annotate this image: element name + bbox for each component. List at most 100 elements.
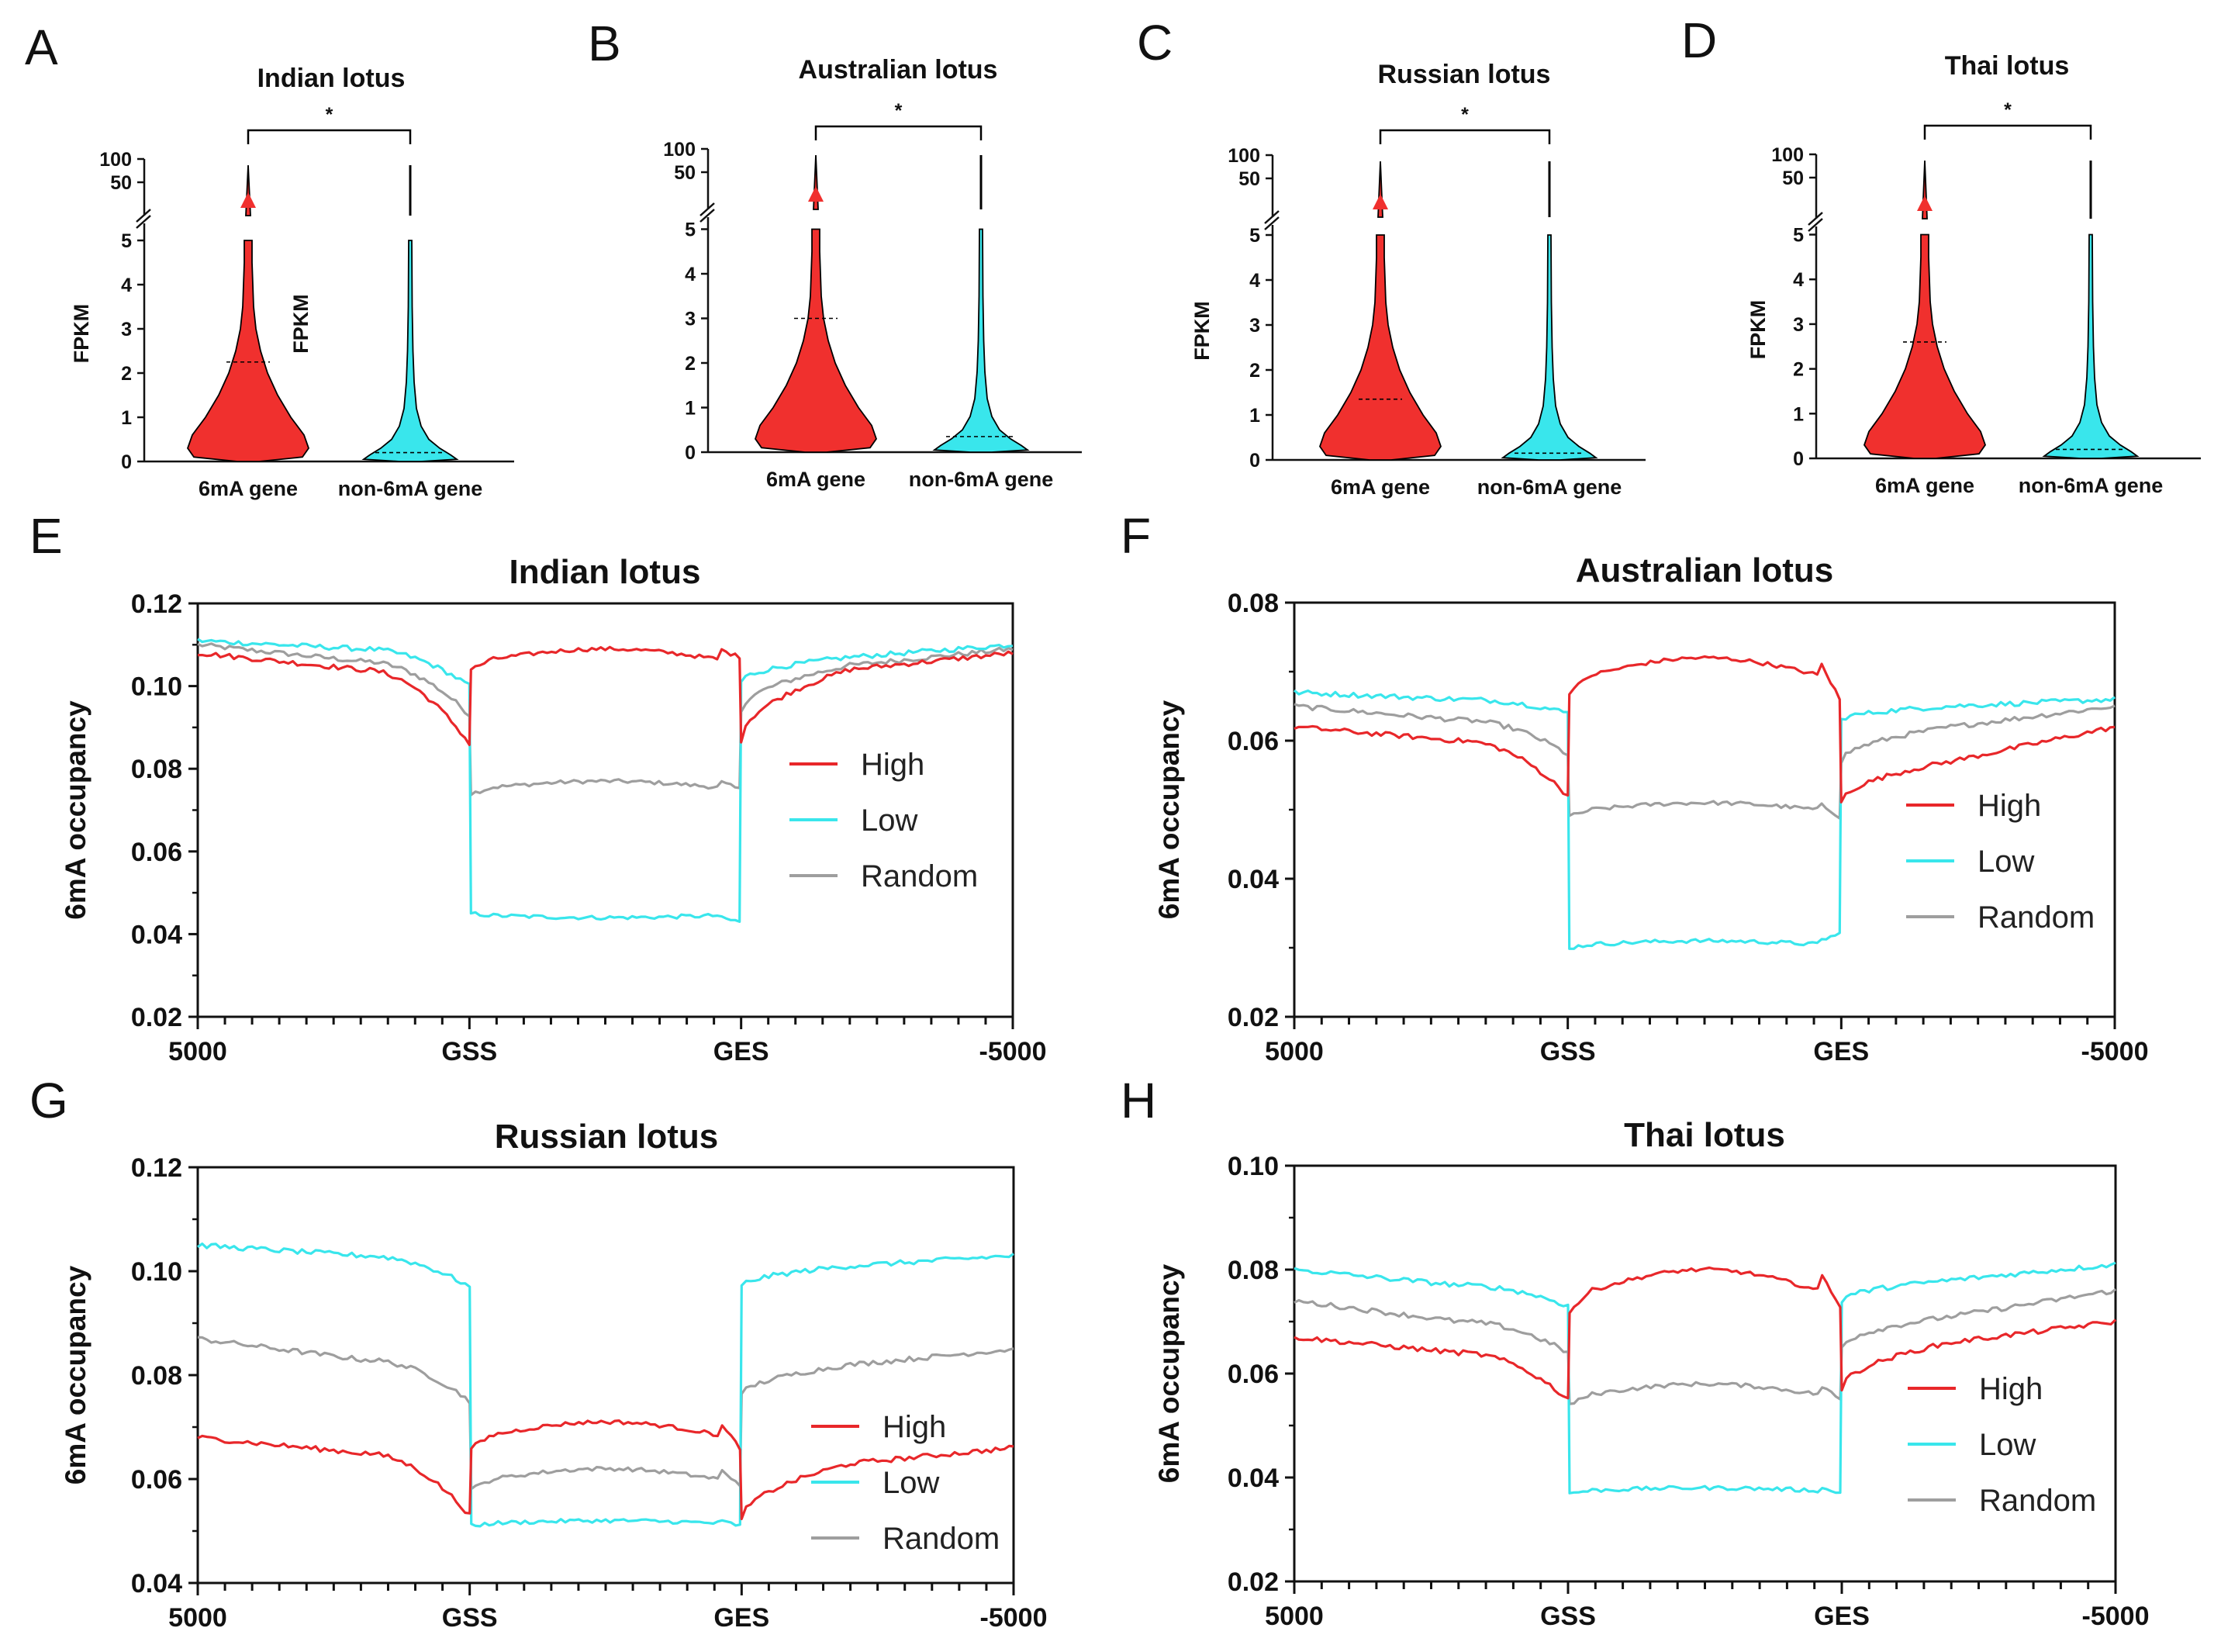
x-tick-label: -5000 [979,1037,1047,1066]
series-line-random [1294,1287,2117,1405]
line-panel-G: G Russian lotus 0.04 0.06 0.08 0.10 0.12 5000 GS… [29,1073,1047,1633]
x-tick-label: GES [713,1037,769,1066]
y-tick-label: 0.08 [131,755,182,784]
y-tick-label: 5 [1249,225,1260,247]
panel-letter-F: F [1121,508,1151,564]
line-panel-F: F Australian lotus 0.02 0.04 0.06 0.08 5000 GSS… [1121,508,2148,1066]
line-panel-H: H Thai lotus 0.02 0.04 0.06 0.08 0.10 5000 GSS GE… [1121,1073,2149,1631]
y-tick-label: 0.06 [1228,727,1279,756]
legend-label: Random [861,859,978,893]
series-line-random [197,642,1014,797]
axis-break-mark [136,209,151,223]
legend-label: High [861,748,924,782]
y-tick-label: 2 [1793,359,1804,381]
y-tick-label: 0.04 [1228,865,1279,894]
panel-letter-H: H [1121,1073,1156,1128]
x-tick-label: GSS [1540,1602,1596,1631]
y-tick-label: 5 [1793,225,1804,247]
series-line-high [197,1419,1014,1521]
y-tick-label: 0.06 [131,1465,182,1495]
y-tick-label: 0.12 [131,1153,182,1183]
violin-6mA-gene-tail [245,164,251,216]
axis-break-mark [699,202,715,216]
panel-letter-G: G [29,1073,68,1128]
y-tick-label: 50 [1238,168,1260,190]
violin-non-6mA-gene [1501,234,1598,461]
y-axis-label: 6mA occupancy [60,700,92,920]
y-tick-label: 0.08 [1228,1256,1279,1285]
panel-letter-D: D [1681,12,1717,68]
axis-break-mark [136,215,151,229]
series-line-low [1293,689,2116,950]
y-tick-label: 0.02 [131,1003,182,1032]
line-chart-title: Thai lotus [1624,1116,1785,1154]
y-tick-label: 50 [1782,168,1804,189]
y-axis-label: FPKM [289,294,313,354]
x-tick-label: 5000 [1265,1037,1324,1066]
legend-label: High [883,1410,946,1444]
significance-star: * [1461,104,1469,126]
y-tick-label: 0.06 [131,838,182,867]
y-tick-label: 3 [1793,314,1804,336]
y-tick-label: 0 [1793,448,1804,470]
series-line-high [198,645,1014,746]
y-tick-label: 0.08 [1228,589,1279,618]
line-chart-title: Russian lotus [495,1118,719,1156]
y-tick-label: 0.10 [1228,1152,1279,1181]
legend-label: Low [883,1466,939,1500]
x-category-label: 6mA gene [199,477,298,500]
x-tick-label: GES [1813,1037,1869,1066]
violin-6mA-gene-tip [1373,194,1388,209]
y-tick-label: 2 [121,363,132,385]
y-tick-label: 5 [121,230,132,252]
series-line-random [197,1336,1014,1491]
y-axis-label: FPKM [1190,301,1214,361]
axis-break-mark [1808,212,1823,226]
y-tick-label: 1 [685,398,696,420]
y-tick-label: 100 [1771,144,1804,166]
violin-non-6mA-gene [932,228,1030,453]
x-category-label: non-6mA gene [2019,474,2164,497]
y-tick-label: 100 [663,139,696,161]
y-tick-label: 0.10 [131,672,182,702]
significance-bracket [247,129,412,144]
x-category-label: 6mA gene [766,468,865,491]
x-category-label: 6mA gene [1875,474,1974,497]
significance-bracket [1379,129,1551,144]
line-chart-title: Indian lotus [509,553,701,591]
y-tick-label: 0 [121,451,132,473]
y-axis-label: 6mA occupancy [1153,1263,1185,1483]
significance-star: * [895,100,903,122]
y-tick-label: 0.02 [1228,1567,1279,1597]
x-tick-label: -5000 [2081,1037,2149,1066]
x-category-label: non-6mA gene [338,477,483,500]
x-tick-label: GSS [441,1037,497,1066]
axis-break-mark [699,209,715,223]
y-tick-label: 50 [110,172,132,194]
y-tick-label: 3 [685,309,696,330]
legend-label: Random [1977,900,2095,935]
y-tick-label: 0.08 [131,1361,182,1391]
y-tick-label: 4 [121,275,132,296]
significance-bracket [814,125,983,140]
x-tick-label: GSS [442,1603,498,1633]
x-category-label: non-6mA gene [1477,475,1622,499]
y-tick-label: 4 [1249,270,1260,292]
axis-break-mark [1264,216,1280,230]
axis-break-mark [1808,218,1823,232]
y-axis-label: FPKM [1746,300,1770,360]
legend-label: Low [1977,845,2034,879]
x-tick-label: 5000 [168,1603,227,1633]
line-chart-title: Australian lotus [1576,551,1834,589]
series-line-high [1294,655,2116,804]
y-tick-label: 1 [1793,403,1804,425]
violin-6mA-gene-tip [808,186,824,202]
line-panel-E: E Indian lotus 0.02 0.04 0.06 0.08 0.10 0.12 500… [29,508,1046,1066]
y-tick-label: 4 [1793,269,1804,291]
x-category-label: non-6mA gene [909,468,1054,491]
